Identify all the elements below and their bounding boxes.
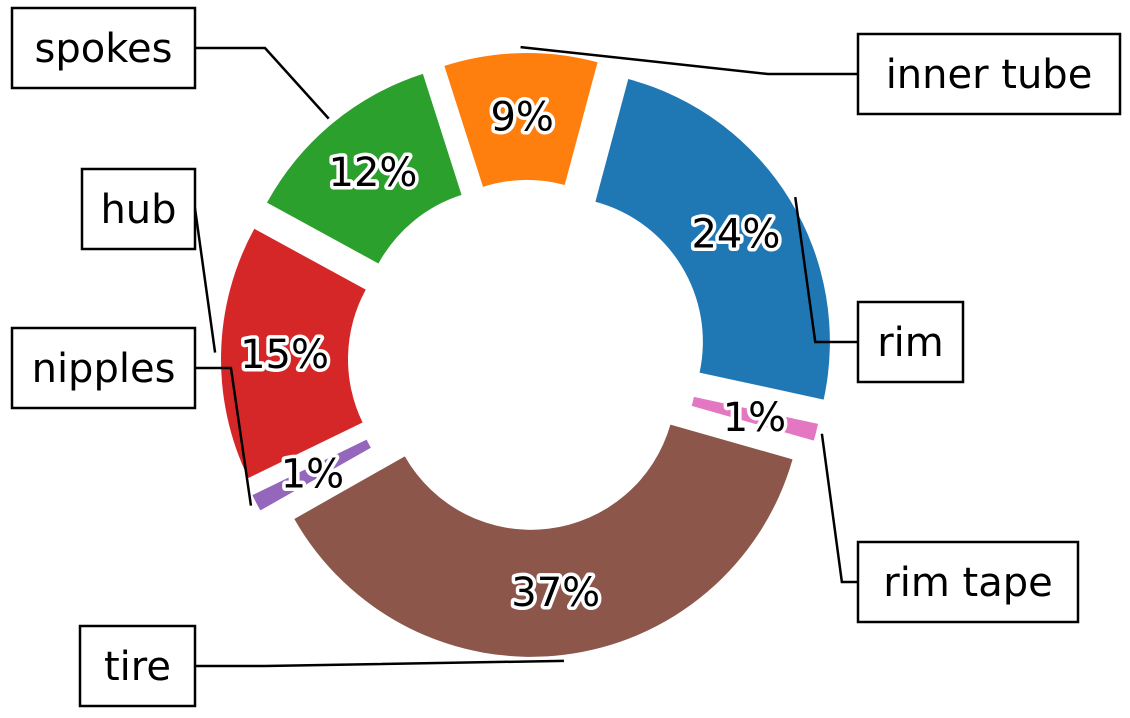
leader-line-inner-tube [520, 45, 858, 76]
wedge-inner-tube [444, 53, 598, 187]
percent-label-hub: 15% [240, 332, 329, 378]
label-box-inner-tube [856, 32, 1122, 116]
wedge-rim [595, 79, 830, 400]
leader-line-rim-tape [820, 433, 858, 584]
leader-line-hub [193, 207, 217, 353]
category-labels: rim rim tape tire nipples hub spokes inner tub… [10, 6, 1122, 708]
category-label-rim: rim [877, 320, 944, 366]
percent-label-spokes: 12% [329, 150, 418, 196]
wedge-tire [294, 424, 793, 657]
label-box-rim-tape [856, 540, 1080, 624]
wedge-rim-tape [691, 396, 819, 441]
percent-label-nipples: 1% [281, 451, 344, 497]
label-box-nipples [10, 326, 197, 410]
wedge-hub [221, 228, 366, 479]
label-box-rim [856, 300, 965, 384]
percent-label-rim: 24% [691, 211, 780, 257]
category-label-rim-tape: rim tape [883, 560, 1052, 606]
category-label-inner-tube: inner tube [886, 52, 1093, 98]
wedge-spokes [266, 73, 462, 264]
category-label-spokes: spokes [35, 26, 173, 72]
label-box-spokes [10, 6, 197, 90]
leader-line-spokes [195, 46, 330, 120]
label-box-tire [78, 624, 197, 708]
label-box-hub [80, 167, 197, 251]
leader-line-nipples [195, 366, 253, 506]
percent-labels: 24% 1% 37% 1% 15% 12% 9% [237, 91, 790, 619]
category-label-nipples: nipples [32, 346, 176, 392]
percent-label-rim-tape: 1% [723, 395, 786, 441]
percent-label-inner-tube: 9% [490, 95, 553, 141]
leader-line-rim [794, 196, 858, 344]
leader-line-tire [195, 659, 564, 668]
percent-label-tire: 37% [511, 570, 600, 616]
category-label-hub: hub [100, 187, 176, 233]
category-label-tire: tire [104, 644, 171, 690]
donut-wedges [221, 53, 830, 657]
wedge-nipples [252, 439, 371, 511]
